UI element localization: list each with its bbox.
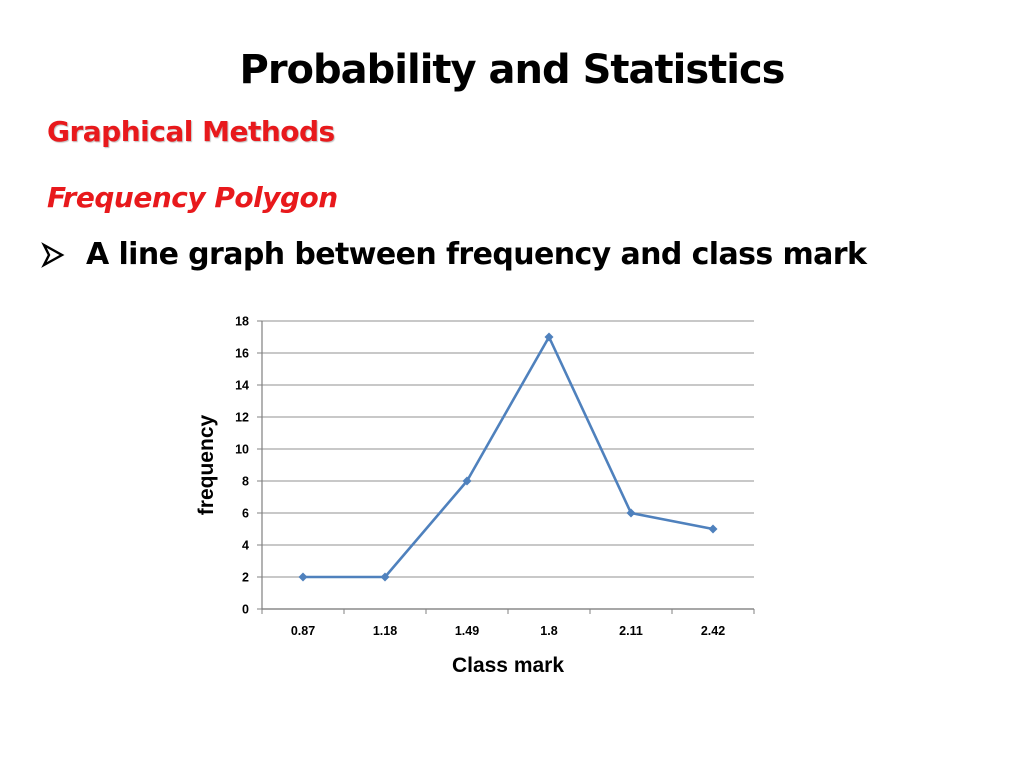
y-tick-label: 14 bbox=[235, 379, 249, 393]
data-point-marker bbox=[544, 332, 554, 342]
x-tick-label: 2.11 bbox=[619, 624, 643, 638]
data-point-marker bbox=[380, 572, 390, 582]
x-tick-label: 1.49 bbox=[455, 624, 479, 638]
x-tick-label: 2.42 bbox=[701, 624, 725, 638]
frequency-polygon-chart: 0 2 4 6 8 10 12 14 16 18 0.87 1.18 1.49 1.8 2.11 2.42 Cl… bbox=[195, 315, 755, 677]
y-tick-label: 2 bbox=[242, 571, 249, 585]
section-heading: Frequency Polygon bbox=[47, 181, 338, 214]
y-tick-label: 16 bbox=[235, 347, 249, 361]
slide-subtitle: Graphical Methods bbox=[47, 115, 335, 148]
y-tick-label: 6 bbox=[242, 507, 249, 521]
data-point-marker bbox=[626, 508, 636, 518]
series-line bbox=[303, 335, 714, 579]
x-tick-label: 1.8 bbox=[540, 624, 557, 638]
y-tick-label: 4 bbox=[242, 539, 249, 553]
y-tick-label: 0 bbox=[242, 603, 249, 617]
y-tick-label: 12 bbox=[235, 411, 249, 425]
data-point-marker bbox=[462, 476, 472, 486]
x-tick-label: 1.18 bbox=[373, 624, 397, 638]
data-point-marker bbox=[708, 524, 718, 534]
y-tick-label: 10 bbox=[235, 443, 249, 457]
y-tick-label: 18 bbox=[235, 315, 249, 329]
x-tick-label: 0.87 bbox=[291, 624, 315, 638]
bullet-text: A line graph between frequency and class… bbox=[86, 237, 867, 272]
arrow-bullet-icon bbox=[41, 242, 65, 268]
y-axis-title: frequency bbox=[195, 415, 218, 516]
bullet-item: A line graph between frequency and class… bbox=[40, 233, 867, 277]
slide-title: Probability and Statistics bbox=[239, 47, 786, 93]
data-point-marker bbox=[298, 572, 308, 582]
y-tick-label: 8 bbox=[242, 475, 249, 489]
x-axis-title: Class mark bbox=[452, 654, 564, 677]
